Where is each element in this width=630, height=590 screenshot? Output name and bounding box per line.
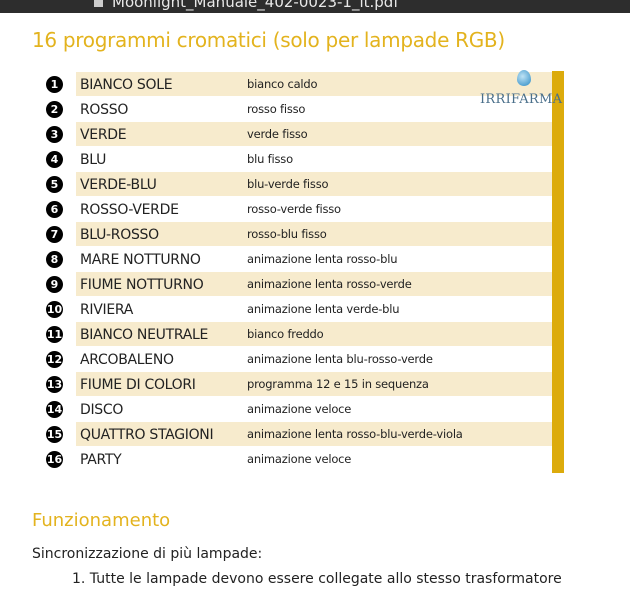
program-name: FIUME NOTTURNO <box>80 277 204 293</box>
table-row: 3 VERDE verde fisso <box>44 122 552 147</box>
program-number: 16 <box>46 451 63 468</box>
program-number: 15 <box>46 426 63 443</box>
program-description: animazione lenta blu-rosso-verde <box>247 352 433 366</box>
row-band <box>76 372 552 396</box>
table-row: 15 QUATTRO STAGIONI animazione lenta ros… <box>44 422 552 447</box>
program-table: 1 BIANCO SOLE bianco caldo 2 ROSSO rosso… <box>44 72 552 472</box>
row-band <box>76 272 552 296</box>
program-description: bianco caldo <box>247 77 318 91</box>
program-number: 3 <box>46 126 63 143</box>
program-number: 12 <box>46 351 63 368</box>
program-name: MARE NOTTURNO <box>80 252 201 268</box>
program-name: BLU-ROSSO <box>80 227 159 243</box>
row-band <box>76 422 552 446</box>
program-description: blu fisso <box>247 152 293 166</box>
program-number: 5 <box>46 176 63 193</box>
program-number: 1 <box>46 76 63 93</box>
program-description: animazione lenta rosso-blu-verde-viola <box>247 427 463 441</box>
program-name: VERDE-BLU <box>80 177 157 193</box>
table-row: 12 ARCOBALENO animazione lenta blu-rosso… <box>44 347 552 372</box>
program-description: animazione veloce <box>247 452 352 466</box>
program-name: ROSSO <box>80 102 129 118</box>
file-icon <box>94 0 103 7</box>
program-name: BLU <box>80 152 107 168</box>
program-number: 2 <box>46 101 63 118</box>
table-row: 16 PARTY animazione veloce <box>44 447 552 472</box>
program-description: animazione lenta verde-blu <box>247 302 400 316</box>
program-description: rosso-verde fisso <box>247 202 341 216</box>
program-number: 8 <box>46 251 63 268</box>
program-description: animazione veloce <box>247 402 352 416</box>
table-row: 7 BLU-ROSSO rosso-blu fisso <box>44 222 552 247</box>
program-number: 6 <box>46 201 63 218</box>
table-row: 2 ROSSO rosso fisso <box>44 97 552 122</box>
program-number: 14 <box>46 401 63 418</box>
logo-text: IRRIFARMA <box>480 92 563 107</box>
row-band <box>76 172 552 196</box>
program-name: ARCOBALENO <box>80 352 174 368</box>
table-row: 13 FIUME DI COLORI programma 12 e 15 in … <box>44 372 552 397</box>
section-title: 16 programmi cromatici (solo per lampade… <box>32 28 505 52</box>
table-row: 1 BIANCO SOLE bianco caldo <box>44 72 552 97</box>
pdf-tab-bar: Moonlight_Manuale_402-0023-1_it.pdf <box>0 0 630 13</box>
section-intro: Sincronizzazione di più lampade: <box>32 546 263 562</box>
row-band <box>76 222 552 246</box>
table-row: 9 FIUME NOTTURNO animazione lenta rosso-… <box>44 272 552 297</box>
program-number: 4 <box>46 151 63 168</box>
program-name: PARTY <box>80 452 122 468</box>
program-number: 11 <box>46 326 63 343</box>
pdf-filename[interactable]: Moonlight_Manuale_402-0023-1_it.pdf <box>112 0 399 11</box>
row-band <box>76 147 552 171</box>
program-name: DISCO <box>80 402 124 418</box>
program-number: 9 <box>46 276 63 293</box>
row-band <box>76 322 552 346</box>
program-name: QUATTRO STAGIONI <box>80 427 214 443</box>
row-band <box>76 72 552 96</box>
table-row: 11 BIANCO NEUTRALE bianco freddo <box>44 322 552 347</box>
row-band <box>76 122 552 146</box>
program-name: RIVIERA <box>80 302 134 318</box>
table-row: 5 VERDE-BLU blu-verde fisso <box>44 172 552 197</box>
table-row: 4 BLU blu fisso <box>44 147 552 172</box>
table-row: 6 ROSSO-VERDE rosso-verde fisso <box>44 197 552 222</box>
program-description: rosso fisso <box>247 102 306 116</box>
program-number: 7 <box>46 226 63 243</box>
table-row: 8 MARE NOTTURNO animazione lenta rosso-b… <box>44 247 552 272</box>
program-description: blu-verde fisso <box>247 177 329 191</box>
program-description: rosso-blu fisso <box>247 227 327 241</box>
table-row: 14 DISCO animazione veloce <box>44 397 552 422</box>
list-item: 1. Tutte le lampade devono essere colleg… <box>72 571 562 587</box>
program-description: programma 12 e 15 in sequenza <box>247 377 429 391</box>
program-description: verde fisso <box>247 127 308 141</box>
water-drop-icon <box>517 70 531 86</box>
section-heading: Funzionamento <box>32 510 171 531</box>
program-description: animazione lenta rosso-verde <box>247 277 412 291</box>
accent-bar <box>552 71 564 473</box>
program-description: animazione lenta rosso-blu <box>247 252 398 266</box>
program-number: 13 <box>46 376 63 393</box>
irrifarma-logo: IRRIFARMA <box>480 66 575 110</box>
program-name: BIANCO SOLE <box>80 77 173 93</box>
program-description: bianco freddo <box>247 327 324 341</box>
program-name: VERDE <box>80 127 127 143</box>
program-name: FIUME DI COLORI <box>80 377 196 393</box>
table-row: 10 RIVIERA animazione lenta verde-blu <box>44 297 552 322</box>
program-name: ROSSO-VERDE <box>80 202 179 218</box>
program-number: 10 <box>46 301 63 318</box>
program-name: BIANCO NEUTRALE <box>80 327 209 343</box>
